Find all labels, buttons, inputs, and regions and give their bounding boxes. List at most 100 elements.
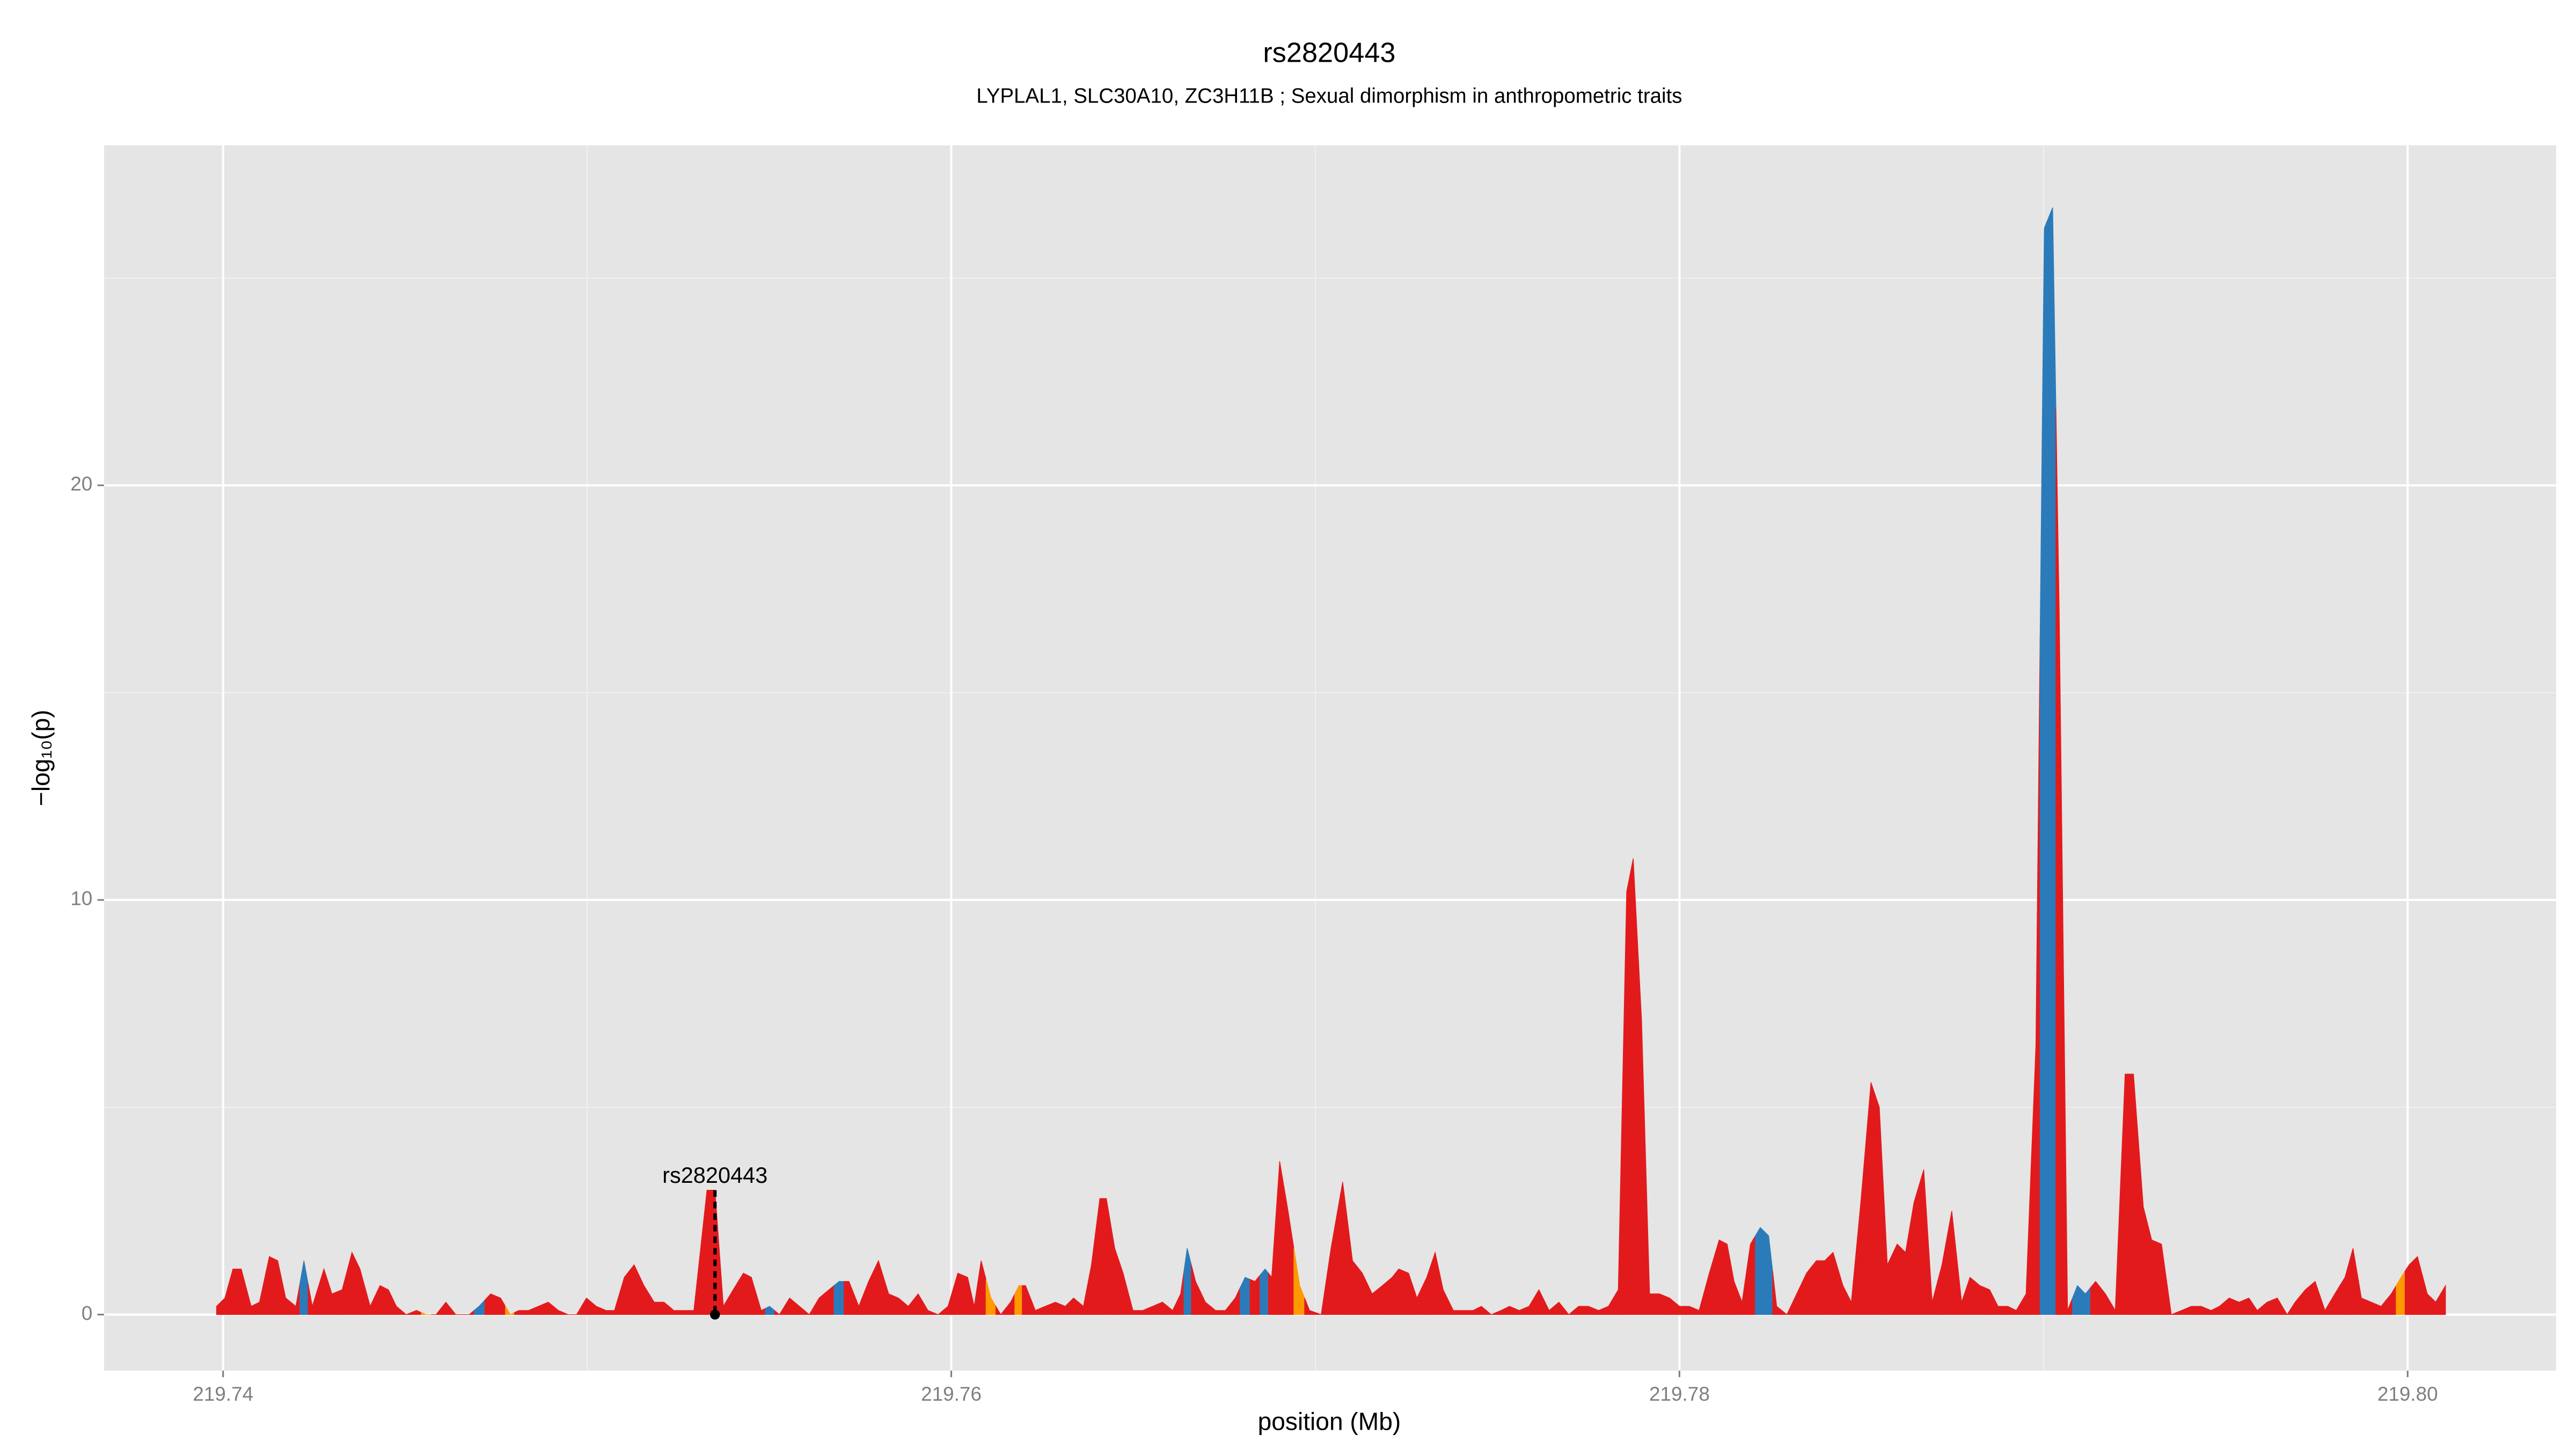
area-segment bbox=[1458, 1310, 1469, 1315]
area-segment bbox=[2348, 1248, 2358, 1315]
area-segment bbox=[1629, 858, 1638, 1315]
area-segment bbox=[1078, 1285, 1088, 1315]
area-segment bbox=[1901, 1227, 1911, 1315]
area-segment bbox=[913, 1293, 924, 1315]
area-segment bbox=[1755, 1227, 1765, 1315]
area-segment bbox=[1283, 1185, 1294, 1315]
area-segment bbox=[318, 1268, 328, 1315]
area-segment bbox=[246, 1287, 256, 1315]
area-segment bbox=[2166, 1279, 2177, 1315]
area-segment bbox=[281, 1279, 291, 1315]
area-segment bbox=[2272, 1297, 2283, 1315]
area-segment bbox=[728, 1280, 739, 1315]
annotation-label: rs2820443 bbox=[662, 1162, 767, 1188]
area-segment bbox=[264, 1256, 274, 1315]
area-segment bbox=[1838, 1269, 1848, 1315]
area-segment bbox=[756, 1293, 766, 1315]
area-segment bbox=[700, 1190, 712, 1315]
area-segment bbox=[1927, 1235, 1938, 1315]
area-segment bbox=[2206, 1307, 2216, 1315]
area-segment bbox=[1395, 1268, 1404, 1315]
area-segment bbox=[1304, 1298, 1316, 1315]
area-segment bbox=[1147, 1304, 1158, 1315]
area-segment bbox=[1326, 1215, 1337, 1315]
annotation-layer: rs2820443 bbox=[662, 1162, 767, 1320]
area-segment bbox=[2234, 1299, 2244, 1315]
area-segment bbox=[1684, 1306, 1695, 1315]
area-segment bbox=[794, 1301, 805, 1315]
area-segment bbox=[1856, 1140, 1867, 1315]
area-segment bbox=[747, 1275, 757, 1315]
area-segment bbox=[658, 1301, 670, 1315]
area-segment bbox=[563, 1312, 573, 1315]
area-segment bbox=[719, 1248, 729, 1315]
area-segment bbox=[1645, 1157, 1655, 1315]
area-segment bbox=[1293, 1248, 1305, 1315]
area-segment bbox=[1167, 1302, 1177, 1315]
area-segment bbox=[1781, 1304, 1792, 1315]
area-segment bbox=[591, 1301, 602, 1315]
area-segment bbox=[1664, 1295, 1675, 1315]
area-segment bbox=[1603, 1297, 1614, 1315]
area-segment bbox=[2262, 1299, 2273, 1315]
area-segment bbox=[2431, 1292, 2441, 1315]
area-segment bbox=[2100, 1286, 2111, 1315]
area-segment bbox=[1040, 1304, 1051, 1315]
area-segment bbox=[853, 1293, 865, 1315]
area-segment bbox=[962, 1275, 971, 1315]
area-segment bbox=[1496, 1307, 1506, 1315]
area-segment bbox=[1069, 1297, 1079, 1315]
area-segment bbox=[1984, 1287, 1994, 1315]
x-tick-label: 219.74 bbox=[193, 1383, 253, 1405]
area-segment bbox=[1050, 1301, 1061, 1315]
x-tick-label: 219.76 bbox=[921, 1383, 982, 1405]
area-segment bbox=[1847, 1250, 1857, 1315]
area-segment bbox=[833, 1281, 845, 1315]
area-segment bbox=[2252, 1303, 2263, 1315]
x-axis-label: position (Mb) bbox=[1258, 1407, 1401, 1435]
area-segment bbox=[1220, 1303, 1231, 1315]
area-segment bbox=[996, 1305, 1006, 1315]
area-segment bbox=[2215, 1301, 2225, 1315]
area-segment bbox=[2030, 636, 2041, 1315]
area-segment bbox=[441, 1301, 451, 1315]
chart-title: rs2820443 bbox=[1263, 37, 1395, 68]
area-segment bbox=[1965, 1276, 1975, 1315]
area-segment bbox=[1275, 1161, 1284, 1315]
area-segment bbox=[1703, 1256, 1715, 1315]
area-segment bbox=[2290, 1295, 2301, 1315]
area-segment bbox=[2021, 1169, 2032, 1315]
area-segment bbox=[237, 1268, 247, 1315]
area-segment bbox=[1791, 1283, 1802, 1315]
area-segment bbox=[1118, 1260, 1129, 1315]
area-segment bbox=[804, 1305, 815, 1315]
area-segment bbox=[2147, 1223, 2157, 1315]
area-segment bbox=[2138, 1140, 2148, 1315]
area-segment bbox=[2310, 1280, 2321, 1315]
area-segment bbox=[2440, 1284, 2446, 1315]
area-segment bbox=[1946, 1211, 1957, 1315]
area-segment bbox=[514, 1310, 524, 1315]
area-segment bbox=[1573, 1306, 1584, 1315]
area-segment bbox=[1347, 1221, 1358, 1315]
area-segment bbox=[933, 1309, 943, 1315]
area-segment bbox=[1883, 1186, 1893, 1315]
area-segment bbox=[883, 1277, 894, 1315]
area-segment bbox=[2156, 1241, 2167, 1315]
area-segment bbox=[1746, 1234, 1756, 1315]
area-segment bbox=[1176, 1271, 1184, 1315]
area-segment bbox=[1801, 1265, 1812, 1315]
area-segment bbox=[505, 1305, 515, 1315]
area-segment bbox=[1367, 1283, 1378, 1315]
area-segment bbox=[1191, 1264, 1201, 1315]
axes: 219.74 219.76 219.78 219.80 0 10 20 bbox=[70, 473, 2438, 1405]
area-segment bbox=[1730, 1262, 1739, 1315]
chart-subtitle: LYPLAL1, SLC30A10, ZC3H11B ; Sexual dimo… bbox=[976, 85, 1682, 108]
area-segment bbox=[1583, 1306, 1594, 1315]
area-segment bbox=[1128, 1291, 1138, 1315]
area-segment bbox=[401, 1309, 412, 1315]
area-segment bbox=[1030, 1298, 1041, 1315]
area-segment bbox=[2063, 960, 2073, 1315]
area-segment bbox=[2196, 1306, 2207, 1315]
area-segment bbox=[364, 1287, 376, 1315]
